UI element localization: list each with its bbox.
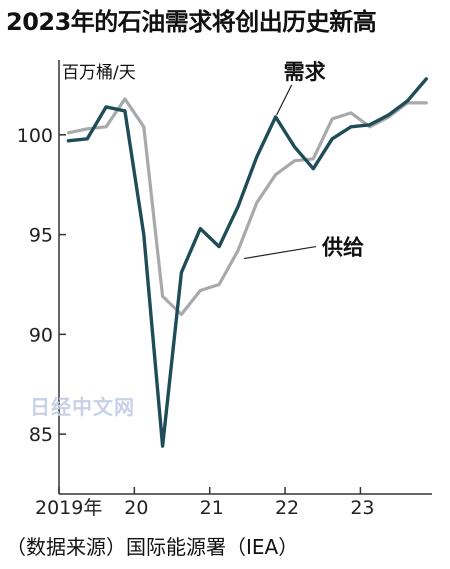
supply-series-label: 供给 — [321, 236, 364, 260]
supply-leader-line — [243, 245, 317, 260]
y-unit-label: 百万桶/天 — [62, 63, 136, 83]
x-tick-label: 23 — [350, 497, 374, 519]
x-tick-label: 22 — [275, 497, 299, 519]
x-tick-label: 20 — [124, 497, 148, 519]
y-tick-label: 90 — [29, 324, 53, 346]
series-layer — [66, 77, 428, 448]
axes: 85 90 95 100 2019年 20 21 22 23 — [17, 60, 432, 519]
source-note: （数据来源）国际能源署（IEA） — [6, 535, 299, 559]
x-tick-label: 2019年 — [35, 497, 102, 519]
y-tick-label: 100 — [17, 125, 53, 147]
y-tick-label: 95 — [29, 225, 53, 247]
supply-line — [66, 97, 428, 316]
demand-leader-line — [276, 84, 293, 116]
watermark: 日经中文网 — [30, 395, 135, 419]
y-tick-label: 85 — [29, 424, 53, 446]
chart-title: 2023年的石油需求将创出历史新高 — [6, 8, 377, 36]
demand-series-label: 需求 — [284, 60, 326, 84]
x-tick-label: 21 — [200, 497, 224, 519]
demand-line — [66, 77, 428, 448]
